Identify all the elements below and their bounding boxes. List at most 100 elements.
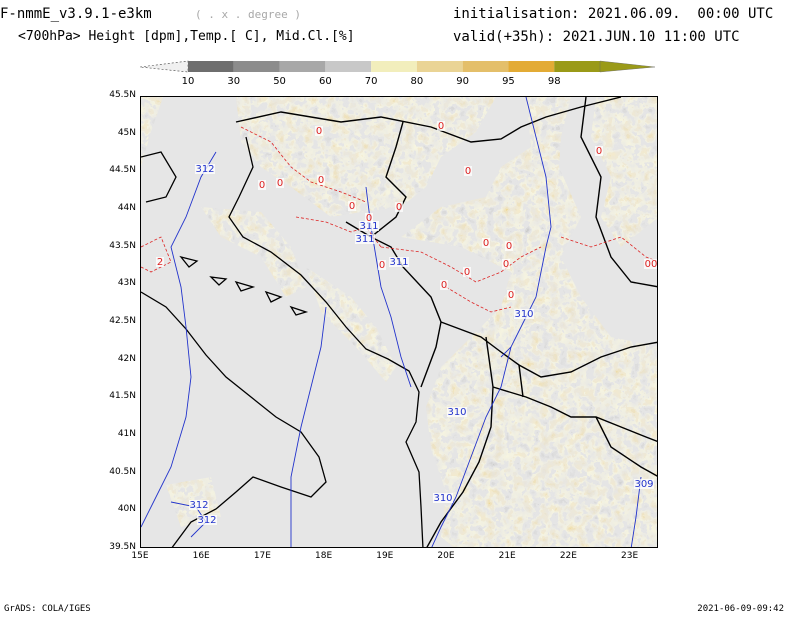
latitude-label: 44N: [117, 203, 136, 213]
height-contour-label-bg: [389, 257, 409, 267]
temperature-contour-label: 0: [483, 238, 489, 249]
height-contour-label-bg: [197, 515, 217, 525]
colorbar-box: [416, 61, 463, 72]
colorbar-box: [462, 61, 509, 72]
footer-credit: GrADS: COLA/IGES: [4, 604, 91, 614]
island-3: [234, 280, 256, 292]
colorbar-labels: 10 30 50 60 70 80 90 95 98: [182, 76, 561, 86]
latitude-label: 45.5N: [109, 90, 136, 100]
height-contours: [141, 97, 642, 547]
longitude-label: 20E: [437, 551, 455, 561]
temperature-contour-label: 0: [259, 180, 265, 191]
height-contour-label-bg: [189, 500, 209, 510]
colorbar-label: 80: [411, 76, 424, 86]
colorbar-label: 95: [502, 76, 515, 86]
temperature-contour-label: 0: [277, 178, 283, 189]
height-contour-label: 310: [433, 493, 452, 504]
height-contour-label: 312: [189, 500, 208, 511]
temperature-contour-label: 0: [596, 146, 602, 157]
temperature-contour-label-bg: [258, 180, 266, 190]
valid-time: valid(+35h): 2021.JUN.10 11:00 UTC: [453, 29, 740, 45]
height-contour-label: 311: [389, 257, 408, 268]
temperature-contour-label: 0: [508, 290, 514, 301]
colorbar-label: 98: [548, 76, 561, 86]
temperature-contour-label-bg: [378, 260, 386, 270]
longitude-label: 17E: [253, 551, 271, 561]
island-2: [209, 276, 228, 286]
temperature-contour-label-bg: [365, 213, 373, 223]
model-title: F-nmmE_v3.9.1-e3km: [0, 6, 152, 22]
colorbar-label: 50: [273, 76, 286, 86]
longitude-label: 22E: [559, 551, 577, 561]
height-contour-label-bg: [355, 234, 375, 244]
temperature-contour-label-bg: [507, 290, 515, 300]
height-contour-label: 309: [634, 479, 653, 490]
temperature-contour-label: 0: [316, 126, 322, 137]
colorbar-label: 30: [227, 76, 240, 86]
colorbar-above-triangle: [599, 60, 656, 73]
height-contour-label-bg: [195, 164, 215, 174]
temperature-contour-label: 0: [506, 241, 512, 252]
latitude-label: 41N: [117, 429, 136, 439]
temperature-contour-label: 0: [465, 166, 471, 177]
longitude-label: 21E: [498, 551, 516, 561]
midlevel-cloud-field: [141, 97, 657, 547]
temperature-contour-label: 0: [503, 259, 509, 270]
height-contour-label-bg: [359, 221, 379, 231]
island-1: [179, 255, 199, 268]
temperature-contour-label-bg: [156, 257, 164, 267]
temperature-contour-label-bg: [502, 259, 510, 269]
variable-title: <700hPa> Height [dpm],Temp.[ C], Mid.Cl.…: [18, 29, 355, 44]
temperature-contour-label: 2: [157, 257, 163, 268]
colorbar-below-triangle: [140, 60, 189, 73]
latitude-label: 44.5N: [109, 165, 136, 176]
temperature-contours: [141, 126, 657, 313]
colorbar-label: 60: [319, 76, 332, 86]
temperature-contour-label-bg: [315, 126, 323, 136]
latitude-label: 43N: [117, 278, 136, 289]
colorbar-box: [233, 61, 280, 72]
height-contour-label: 312: [197, 515, 216, 526]
temperature-contour-label-bg: [348, 201, 356, 211]
latitude-label: 39.5N: [109, 542, 136, 552]
colorbar-legend: 10 30 50 60 70 80 90 95 98: [140, 60, 656, 86]
temperature-contour-label: 0: [396, 202, 402, 213]
country-borders: [235, 97, 657, 547]
temperature-contour-label: 0: [349, 201, 355, 212]
latitude-label: 42N: [117, 353, 136, 364]
temperature-contour-label: 0: [366, 213, 372, 224]
adriatic-east-coast: [228, 136, 424, 547]
temperature-contour-label-bg: [440, 280, 448, 290]
italy-coast: [141, 291, 327, 547]
colorbar-box: [554, 61, 600, 72]
island-4: [264, 290, 283, 303]
height-contour-label: 312: [195, 164, 214, 175]
colorbar-label: 70: [365, 76, 378, 86]
colorbar-box: [508, 61, 555, 72]
colorbar-box: [188, 61, 234, 72]
island-5: [289, 305, 309, 316]
temperature-contour-label-bg: [437, 121, 445, 131]
temperature-contour-label-bg: [505, 241, 513, 251]
temperature-contour-label-bg: [644, 259, 657, 269]
colorbar-boxes: [188, 61, 600, 72]
temperature-contour-label: 0: [318, 175, 324, 186]
coastline: [141, 136, 424, 547]
latitude-label: 42.5N: [109, 316, 136, 326]
temperature-contour-label-bg: [317, 175, 325, 185]
latitude-label: 40.5N: [109, 466, 136, 477]
colorbar-label: 90: [456, 76, 469, 86]
colorbar-box: [279, 61, 326, 72]
temperature-contour-label-bg: [464, 166, 472, 176]
latitude-label: 41.5N: [109, 391, 136, 402]
peninsula-north: [141, 151, 177, 203]
latitude-label: 40N: [117, 504, 136, 515]
map-area: 312 311 311 311 310 310 310 312 312 309 0 0 0 0 0 0 0 0 0 0…: [140, 96, 658, 548]
temperature-contour-label: 00: [645, 259, 658, 270]
longitude-label: 16E: [192, 551, 210, 561]
temperature-contour-label: 0: [438, 121, 444, 132]
longitude-label: 15E: [131, 551, 149, 561]
longitude-label: 19E: [376, 551, 394, 561]
colorbar-box: [371, 61, 417, 72]
